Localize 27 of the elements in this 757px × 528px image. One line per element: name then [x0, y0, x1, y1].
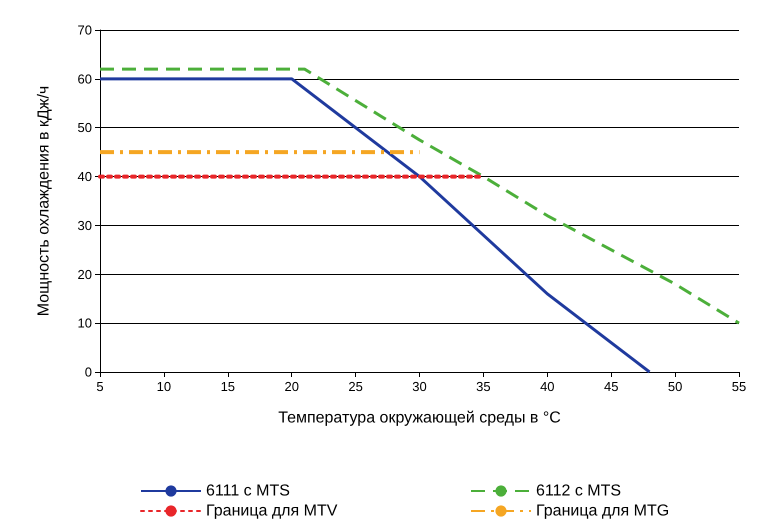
x-tick-label: 35 [476, 379, 491, 394]
y-tick-label: 20 [78, 266, 92, 282]
x-tick-label: 30 [412, 379, 427, 394]
x-tick-label: 20 [284, 379, 299, 394]
y-tick-label: 0 [84, 364, 92, 380]
legend-label: Граница для MTG [536, 502, 670, 520]
y-tick-label: 70 [78, 22, 92, 38]
x-tick-label: 25 [348, 379, 363, 394]
line-series [98, 68, 740, 325]
legend-label: 6111 с MTS [206, 482, 290, 500]
y-tick-label: 50 [78, 120, 92, 136]
y-tick-label: 60 [78, 71, 92, 86]
x-axis-title: Температура окружающей среды в °C [278, 410, 561, 426]
legend-label: 6112 с MTS [536, 482, 622, 500]
x-tick-label: 45 [604, 379, 618, 394]
x-tick-label: 5 [96, 379, 104, 394]
x-tick-label: 10 [156, 379, 172, 394]
line-series [98, 77, 652, 374]
x-tick-label: 40 [540, 379, 555, 394]
y-tick-label: 10 [78, 316, 92, 331]
legend-label: Граница для MTV [206, 502, 338, 520]
y-axis-title: Мощность охлаждения в кДж/ч [36, 86, 52, 316]
x-tick-label: 55 [732, 379, 746, 394]
y-tick-label: 40 [78, 169, 92, 184]
x-tick-label: 15 [220, 379, 236, 394]
x-tick-label: 50 [668, 379, 682, 394]
y-tick-label: 30 [78, 218, 92, 233]
